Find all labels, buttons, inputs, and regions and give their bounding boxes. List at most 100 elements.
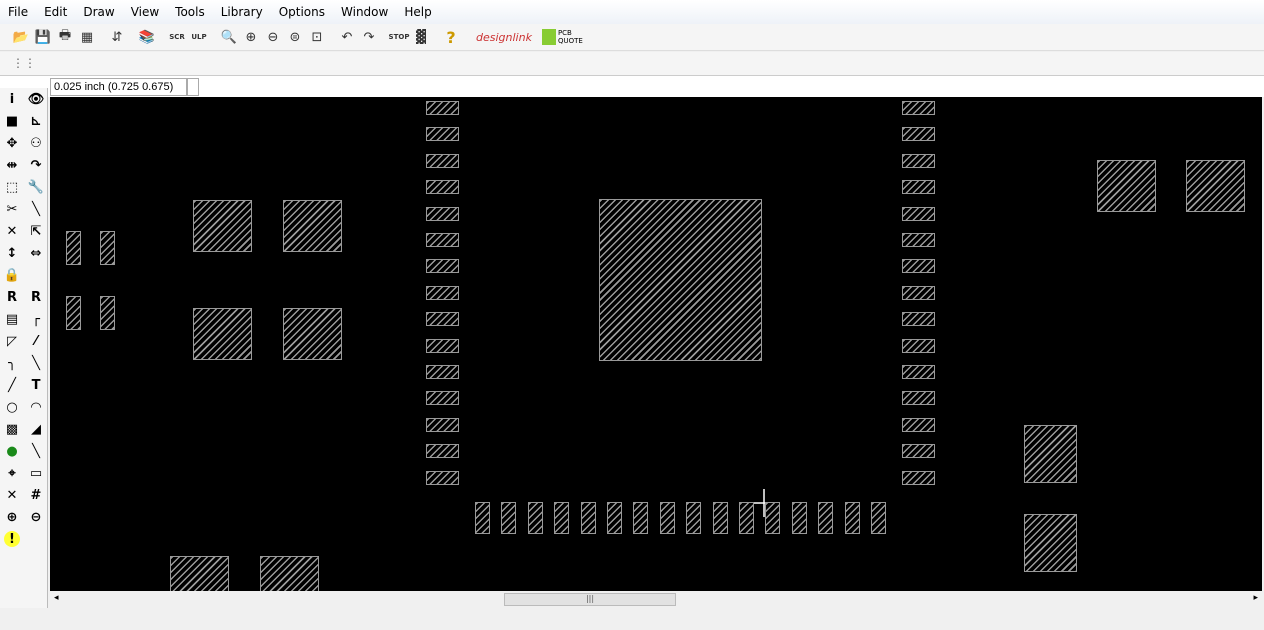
smd-pad[interactable] <box>527 502 543 534</box>
smd-pad[interactable] <box>426 233 459 247</box>
cam-icon[interactable]: ▦ <box>80 29 94 45</box>
save-icon[interactable]: 💾 <box>34 29 52 45</box>
menu-view[interactable]: View <box>130 5 160 19</box>
smd-pad[interactable] <box>902 391 935 406</box>
zoom-in-icon[interactable]: ⊕ <box>245 29 257 45</box>
smd-pad[interactable] <box>902 180 935 195</box>
command-14-icon[interactable]: ↕ <box>6 245 18 261</box>
command-39-icon[interactable]: ⊖ <box>30 509 42 525</box>
smd-pad[interactable] <box>902 417 935 432</box>
smd-pad[interactable] <box>712 502 728 534</box>
grid-icon[interactable]: ⋮⋮ <box>12 56 36 70</box>
zoom-select-icon[interactable]: ⊡ <box>311 29 323 45</box>
command-35-icon[interactable]: ▭ <box>29 465 43 481</box>
command-36-icon[interactable]: ✕ <box>6 487 18 503</box>
smd-pad[interactable] <box>686 502 702 534</box>
smd-pad[interactable] <box>1024 425 1077 483</box>
smd-pad[interactable] <box>426 101 459 115</box>
ulp-icon[interactable]: ULP <box>191 33 207 41</box>
smd-pad[interactable] <box>170 556 229 591</box>
smd-pad[interactable] <box>902 206 935 221</box>
command-30-icon[interactable]: ▩ <box>5 421 19 437</box>
smd-pad[interactable] <box>791 502 807 534</box>
smd-pad[interactable] <box>283 200 342 252</box>
smd-pad[interactable] <box>599 199 762 361</box>
smd-pad[interactable] <box>902 312 935 327</box>
menu-options[interactable]: Options <box>278 5 326 19</box>
smd-pad[interactable] <box>739 502 754 534</box>
smd-pad[interactable] <box>902 153 935 168</box>
smd-pad[interactable] <box>580 502 596 534</box>
command-3-icon[interactable]: ⊾ <box>30 113 42 129</box>
smd-pad[interactable] <box>66 296 81 330</box>
command-field[interactable] <box>187 78 199 96</box>
command-19-icon[interactable]: R <box>30 289 41 305</box>
zoom-fit-icon[interactable]: 🔍 <box>220 29 238 45</box>
smd-pad[interactable] <box>426 259 459 274</box>
smd-pad[interactable] <box>426 285 459 300</box>
smd-pad[interactable] <box>1024 514 1077 572</box>
smd-pad[interactable] <box>501 502 517 534</box>
command-2-icon[interactable]: ■ <box>5 113 19 129</box>
command-13-icon[interactable]: ⇱ <box>30 223 42 239</box>
script-icon[interactable]: SCR <box>169 33 185 41</box>
undo-icon[interactable]: ↶ <box>341 29 353 45</box>
smd-pad[interactable] <box>765 502 781 534</box>
command-0-icon[interactable]: i <box>9 91 15 107</box>
menu-tools[interactable]: Tools <box>175 5 205 19</box>
smd-pad[interactable] <box>902 233 935 247</box>
smd-pad[interactable] <box>902 127 935 142</box>
command-38-icon[interactable]: ⊕ <box>6 509 18 525</box>
board-canvas[interactable] <box>50 97 1262 591</box>
smd-pad[interactable] <box>1097 160 1156 212</box>
command-21-icon[interactable]: ┌ <box>32 311 40 327</box>
smd-pad[interactable] <box>426 338 459 353</box>
menu-help[interactable]: Help <box>404 5 432 19</box>
smd-pad[interactable] <box>100 296 115 330</box>
scroll-right-icon[interactable]: ▸ <box>1253 593 1258 603</box>
smd-pad[interactable] <box>260 556 319 591</box>
command-12-icon[interactable]: ✕ <box>6 223 18 239</box>
help-icon[interactable]: ? <box>446 27 456 47</box>
smd-pad[interactable] <box>426 312 459 327</box>
smd-pad[interactable] <box>426 391 459 406</box>
smd-pad[interactable] <box>426 365 459 379</box>
command-20-icon[interactable]: ▤ <box>5 311 19 327</box>
smd-pad[interactable] <box>66 231 81 265</box>
command-24-icon[interactable]: ╮ <box>8 355 16 371</box>
smd-pad[interactable] <box>818 502 834 534</box>
command-15-icon[interactable]: ⇔ <box>30 245 42 261</box>
smd-pad[interactable] <box>659 502 675 534</box>
smd-pad[interactable] <box>426 206 459 221</box>
drc-icon[interactable]: ▓ <box>416 29 426 45</box>
smd-pad[interactable] <box>554 502 570 534</box>
smd-pad[interactable] <box>100 231 115 265</box>
menu-file[interactable]: File <box>8 5 29 19</box>
smd-pad[interactable] <box>844 502 860 534</box>
smd-pad[interactable] <box>426 180 459 195</box>
stop-icon[interactable]: STOP <box>388 33 410 41</box>
horizontal-scrollbar[interactable]: ◂ ||| ▸ <box>50 591 1262 608</box>
command-28-icon[interactable]: ○ <box>6 399 18 415</box>
zoom-redraw-icon[interactable]: ⊜ <box>289 29 301 45</box>
scroll-left-icon[interactable]: ◂ <box>54 593 59 603</box>
smd-pad[interactable] <box>426 153 459 168</box>
smd-pad[interactable] <box>607 502 622 534</box>
command-40-icon[interactable]: ! <box>4 531 20 547</box>
smd-pad[interactable] <box>871 502 886 534</box>
smd-pad[interactable] <box>902 101 935 115</box>
zoom-out-icon[interactable]: ⊖ <box>267 29 279 45</box>
schematic-icon[interactable]: ⇵ <box>111 29 123 45</box>
command-16-icon[interactable]: 🔒 <box>3 267 21 283</box>
smd-pad[interactable] <box>902 470 935 485</box>
command-22-icon[interactable]: ◸ <box>7 333 17 349</box>
command-23-icon[interactable]: ⁄ <box>34 333 38 349</box>
smd-pad[interactable] <box>902 444 935 459</box>
smd-pad[interactable] <box>902 259 935 274</box>
scrollbar-thumb[interactable]: ||| <box>504 593 676 606</box>
command-25-icon[interactable]: ╲ <box>32 355 40 371</box>
redo-icon[interactable]: ↷ <box>363 29 375 45</box>
smd-pad[interactable] <box>426 127 459 142</box>
designlink-logo[interactable]: designlink <box>476 30 532 44</box>
command-32-icon[interactable]: ● <box>6 443 18 459</box>
